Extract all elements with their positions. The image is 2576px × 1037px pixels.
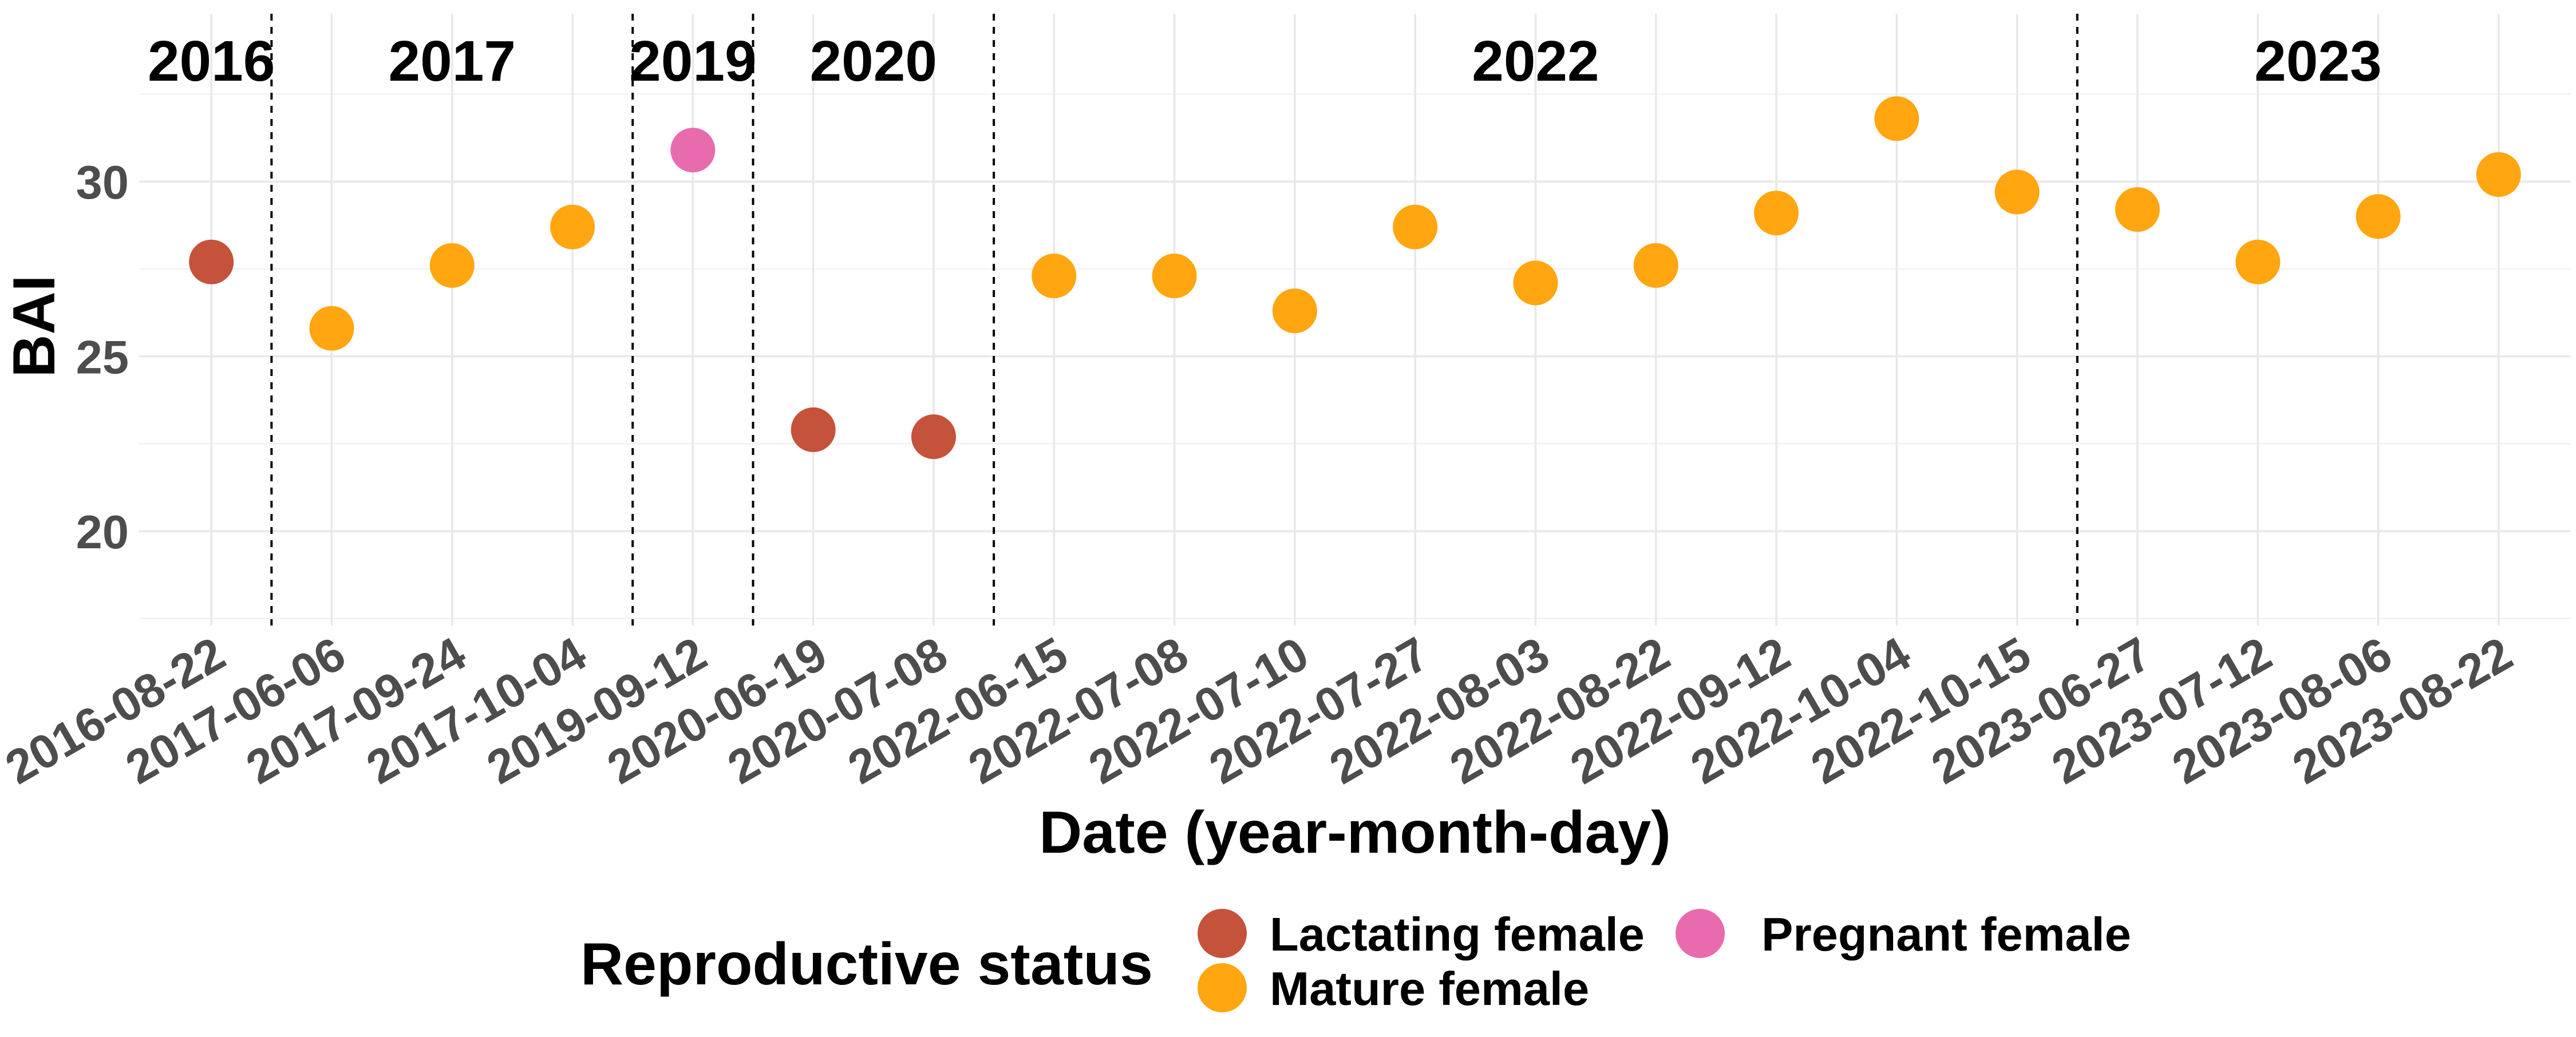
legend-item-pregnant-female: Pregnant female <box>1676 908 2131 961</box>
data-point <box>1152 254 1197 299</box>
data-points <box>189 96 2521 460</box>
year-label: 2023 <box>2254 29 2381 93</box>
data-point <box>1393 204 1438 250</box>
legend-label-lactating-female: Lactating female <box>1270 908 1645 961</box>
y-tick-label: 20 <box>76 505 129 559</box>
data-point <box>670 128 716 173</box>
data-point <box>550 204 595 250</box>
data-point <box>189 239 234 284</box>
y-tick-label: 30 <box>76 156 129 209</box>
data-point <box>1994 169 2040 215</box>
data-point <box>1272 288 1317 334</box>
year-label: 2016 <box>148 29 275 93</box>
x-axis-title: Date (year-month-day) <box>1039 799 1671 866</box>
year-label: 2020 <box>810 29 937 93</box>
data-point <box>1874 96 1919 141</box>
data-point <box>2356 194 2401 239</box>
x-axis-tick-labels: 2016-08-222017-06-062017-09-242017-10-04… <box>0 627 2521 794</box>
year-label: 2022 <box>1472 29 1599 93</box>
legend-label-pregnant-female: Pregnant female <box>1761 908 2131 961</box>
legend-key-mature-female <box>1198 963 1247 1012</box>
data-point <box>1513 260 1558 306</box>
legend: Reproductive status Lactating female Mat… <box>580 908 2131 1015</box>
legend-item-lactating-female: Lactating female <box>1198 908 1645 961</box>
data-point <box>2235 239 2281 284</box>
data-point <box>2476 152 2521 197</box>
year-label: 2019 <box>629 29 756 93</box>
year-label: 2017 <box>389 29 516 93</box>
legend-item-mature-female: Mature female <box>1198 962 1589 1015</box>
y-axis-title: BAI <box>1 275 68 377</box>
legend-title: Reproductive status <box>580 931 1153 998</box>
y-tick-label: 25 <box>76 331 129 384</box>
data-point <box>429 243 475 288</box>
data-point <box>1032 254 1077 299</box>
data-point <box>791 407 836 452</box>
data-point <box>2115 187 2160 232</box>
data-point <box>911 414 956 460</box>
gridlines <box>139 14 2571 626</box>
data-point <box>309 306 354 351</box>
y-axis-tick-labels: 20 25 30 <box>76 156 129 559</box>
legend-label-mature-female: Mature female <box>1270 962 1589 1015</box>
legend-key-pregnant-female <box>1676 909 1725 958</box>
legend-key-lactating-female <box>1198 909 1247 958</box>
year-dividers <box>270 14 2079 626</box>
year-labels: 2016 2017 2019 2020 2022 2023 <box>148 29 2382 93</box>
data-point <box>1754 191 1799 236</box>
data-point <box>1633 243 1678 288</box>
